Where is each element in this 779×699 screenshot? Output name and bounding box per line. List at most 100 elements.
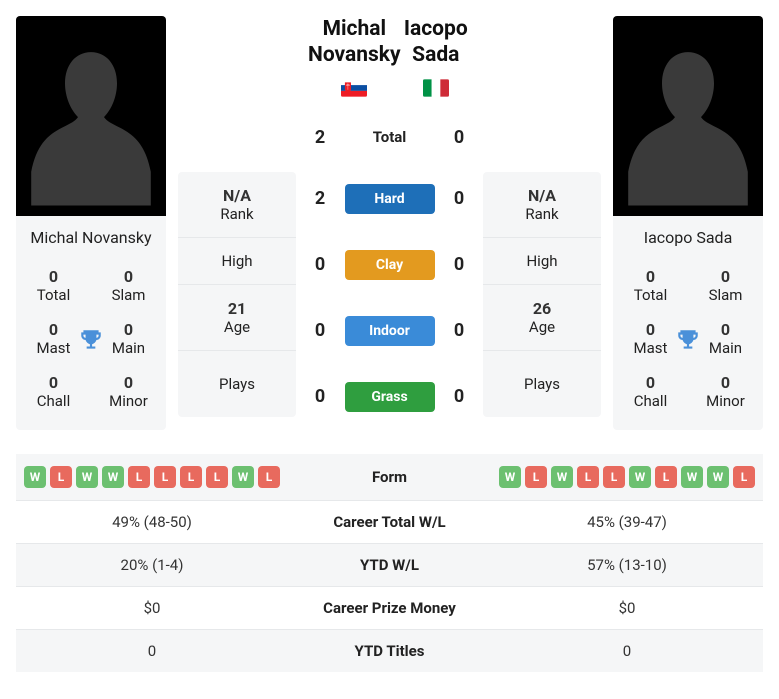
stats-left: 0	[16, 630, 288, 673]
h2h-row: 2 Hard 0	[308, 166, 471, 232]
stat-plays: Plays	[178, 351, 296, 417]
player-header-right: Iacopo Sada	[401, 16, 471, 101]
form-loss-badge[interactable]: L	[258, 466, 280, 488]
player-name: Iacopo Sada	[638, 216, 739, 259]
form-loss-badge[interactable]: L	[128, 466, 150, 488]
form-loss-badge[interactable]: L	[50, 466, 72, 488]
title-total: 0Total	[613, 259, 688, 312]
stats-label: YTD Titles	[288, 630, 491, 673]
surface-pill[interactable]: Grass	[345, 382, 435, 412]
stats-label: YTD W/L	[288, 544, 491, 587]
form-loss-badge[interactable]: L	[577, 466, 599, 488]
stat-rank: N/ARank	[178, 172, 296, 238]
h2h-value-left: 2	[308, 127, 332, 148]
form-loss-badge[interactable]: L	[603, 466, 625, 488]
player-header-left: Michal Novansky	[308, 16, 401, 101]
stat-high: High	[483, 238, 601, 285]
h2h-value-right: 0	[447, 386, 471, 407]
stats-right: WLWLLWLWWL	[491, 454, 763, 501]
form-loss-badge[interactable]: L	[180, 466, 202, 488]
h2h-row: 2 Total 0	[308, 109, 471, 166]
surface-pill[interactable]: Indoor	[345, 316, 435, 346]
h2h-value-left: 0	[308, 386, 332, 407]
stats-right: 45% (39-47)	[491, 501, 763, 544]
stat-card: N/ARank High 26Age Plays	[483, 172, 601, 417]
h2h-row: 0Clay0	[308, 232, 471, 298]
form-win-badge[interactable]: W	[629, 466, 651, 488]
stats-right: 57% (13-10)	[491, 544, 763, 587]
trophy-icon	[78, 327, 104, 357]
title-slam: 0Slam	[91, 259, 166, 312]
player-stats-left: N/ARank High 21Age Plays	[178, 172, 296, 417]
stats-left: 49% (48-50)	[16, 501, 288, 544]
title-total: 0Total	[16, 259, 91, 312]
stats-label: Form	[288, 454, 491, 501]
player-silhouette	[16, 16, 166, 216]
form-sequence: WLWWLLLLWL	[24, 466, 280, 488]
player-name-heading: Michal Novansky	[308, 16, 401, 69]
stat-card: N/ARank High 21Age Plays	[178, 172, 296, 417]
h2h-row: 0Indoor0	[308, 298, 471, 364]
h2h-row: 0 Grass 0	[308, 364, 471, 430]
player-silhouette	[613, 16, 763, 216]
title-minor: 0Minor	[91, 365, 166, 418]
player-card: Iacopo Sada 0Total 0Slam 0Mast 0Main 0Ch…	[613, 16, 763, 430]
comparison-top: Michal Novansky 0Total 0Slam 0Mast 0Main…	[16, 16, 763, 430]
stats-row: 0YTD Titles0	[16, 630, 763, 673]
stats-label: Career Total W/L	[288, 501, 491, 544]
player-card: Michal Novansky 0Total 0Slam 0Mast 0Main…	[16, 16, 166, 430]
form-loss-badge[interactable]: L	[154, 466, 176, 488]
surface-pill[interactable]: Clay	[345, 250, 435, 280]
h2h-value-right: 0	[447, 188, 471, 209]
stats-row: WLWWLLLLWLFormWLWLLWLWWL	[16, 454, 763, 501]
stat-rank: N/ARank	[483, 172, 601, 238]
form-win-badge[interactable]: W	[24, 466, 46, 488]
title-slam: 0Slam	[688, 259, 763, 312]
form-loss-badge[interactable]: L	[733, 466, 755, 488]
silhouette-icon	[623, 26, 753, 216]
form-win-badge[interactable]: W	[499, 466, 521, 488]
flag-italy-icon	[423, 79, 449, 97]
form-loss-badge[interactable]: L	[655, 466, 677, 488]
stats-left: 20% (1-4)	[16, 544, 288, 587]
form-win-badge[interactable]: W	[76, 466, 98, 488]
player-stats-right: N/ARank High 26Age Plays	[483, 172, 601, 417]
player-name-heading: Iacopo Sada	[401, 16, 471, 69]
surface-pill[interactable]: Hard	[345, 184, 435, 214]
form-win-badge[interactable]: W	[102, 466, 124, 488]
player-name: Michal Novansky	[24, 216, 157, 259]
h2h-value-left: 0	[308, 254, 332, 275]
stats-right: 0	[491, 630, 763, 673]
titles-grid: 0Total 0Slam 0Mast 0Main 0Chall 0Minor	[16, 259, 166, 430]
trophy-icon	[675, 327, 701, 357]
stats-row: 20% (1-4)YTD W/L57% (13-10)	[16, 544, 763, 587]
title-chall: 0Chall	[613, 365, 688, 418]
stats-label: Career Prize Money	[288, 587, 491, 630]
flag-slovakia-icon	[341, 79, 367, 97]
form-win-badge[interactable]: W	[707, 466, 729, 488]
form-sequence: WLWLLWLWWL	[499, 466, 755, 488]
form-loss-badge[interactable]: L	[206, 466, 228, 488]
form-win-badge[interactable]: W	[681, 466, 703, 488]
h2h-value-right: 0	[447, 127, 471, 148]
form-loss-badge[interactable]: L	[525, 466, 547, 488]
form-win-badge[interactable]: W	[232, 466, 254, 488]
stat-age: 21Age	[178, 285, 296, 351]
silhouette-icon	[26, 26, 156, 216]
stats-table: WLWWLLLLWLFormWLWLLWLWWL49% (48-50)Caree…	[16, 454, 763, 672]
form-win-badge[interactable]: W	[551, 466, 573, 488]
stat-age: 26Age	[483, 285, 601, 351]
stats-row: $0Career Prize Money$0	[16, 587, 763, 630]
h2h-value-left: 0	[308, 320, 332, 341]
h2h-value-left: 2	[308, 188, 332, 209]
stat-high: High	[178, 238, 296, 285]
h2h-rows: 2Total02Hard00Clay00Indoor00Grass0	[308, 109, 471, 430]
player-card-right: Iacopo Sada 0Total 0Slam 0Mast 0Main 0Ch…	[613, 16, 763, 430]
stats-left: WLWWLLLLWL	[16, 454, 288, 501]
stats-row: 49% (48-50)Career Total W/L45% (39-47)	[16, 501, 763, 544]
names-row: Michal Novansky Iacopo Sada	[308, 16, 471, 101]
player-card-left: Michal Novansky 0Total 0Slam 0Mast 0Main…	[16, 16, 166, 430]
stat-plays: Plays	[483, 351, 601, 417]
surface-label: Total	[345, 128, 435, 146]
title-minor: 0Minor	[688, 365, 763, 418]
